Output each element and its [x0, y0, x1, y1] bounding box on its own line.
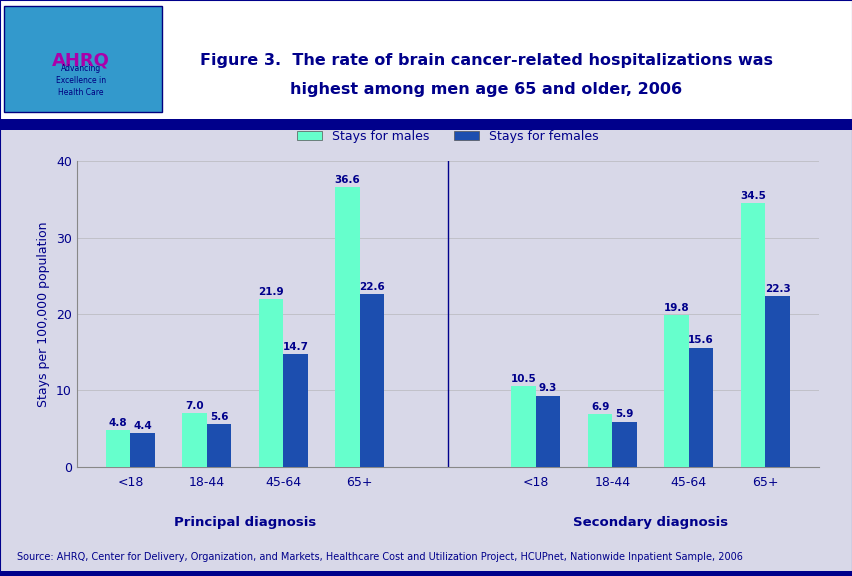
Text: 5.6: 5.6: [210, 411, 228, 422]
Bar: [206, 424, 231, 467]
Text: 22.3: 22.3: [763, 284, 790, 294]
Bar: [535, 396, 560, 467]
Text: highest among men age 65 and older, 2006: highest among men age 65 and older, 2006: [290, 82, 682, 97]
Bar: [258, 300, 283, 467]
Text: 15.6: 15.6: [688, 335, 713, 345]
Bar: [106, 430, 130, 467]
Legend: Stays for males, Stays for females: Stays for males, Stays for females: [291, 125, 603, 148]
Text: Secondary diagnosis: Secondary diagnosis: [573, 516, 728, 529]
Y-axis label: Stays per 100,000 population: Stays per 100,000 population: [37, 221, 50, 407]
Bar: [740, 203, 764, 467]
Bar: [182, 413, 206, 467]
Bar: [130, 433, 154, 467]
Text: AHRQ: AHRQ: [52, 51, 110, 70]
Bar: [688, 347, 712, 467]
Bar: [335, 187, 360, 467]
Text: 36.6: 36.6: [334, 175, 360, 185]
Text: 14.7: 14.7: [282, 342, 308, 352]
Text: 10.5: 10.5: [510, 374, 536, 384]
Bar: [764, 297, 789, 467]
Text: Figure 3.  The rate of brain cancer-related hospitalizations was: Figure 3. The rate of brain cancer-relat…: [199, 53, 772, 68]
Text: 21.9: 21.9: [258, 287, 284, 297]
Text: 6.9: 6.9: [590, 401, 608, 412]
Bar: [612, 422, 636, 467]
Bar: [283, 354, 308, 467]
Bar: [510, 386, 535, 467]
Bar: [360, 294, 384, 467]
Text: 34.5: 34.5: [740, 191, 765, 201]
Text: 9.3: 9.3: [538, 383, 556, 393]
Bar: [587, 414, 612, 467]
Text: 4.4: 4.4: [133, 420, 152, 431]
Text: 7.0: 7.0: [185, 401, 204, 411]
Text: Source: AHRQ, Center for Delivery, Organization, and Markets, Healthcare Cost an: Source: AHRQ, Center for Delivery, Organ…: [17, 552, 742, 562]
Text: Principal diagnosis: Principal diagnosis: [174, 516, 316, 529]
Bar: [664, 316, 688, 467]
Text: 22.6: 22.6: [359, 282, 384, 292]
Text: Advancing
Excellence in
Health Care: Advancing Excellence in Health Care: [56, 65, 106, 97]
Text: 4.8: 4.8: [109, 418, 127, 427]
Text: 5.9: 5.9: [614, 409, 633, 419]
Text: 19.8: 19.8: [663, 303, 688, 313]
